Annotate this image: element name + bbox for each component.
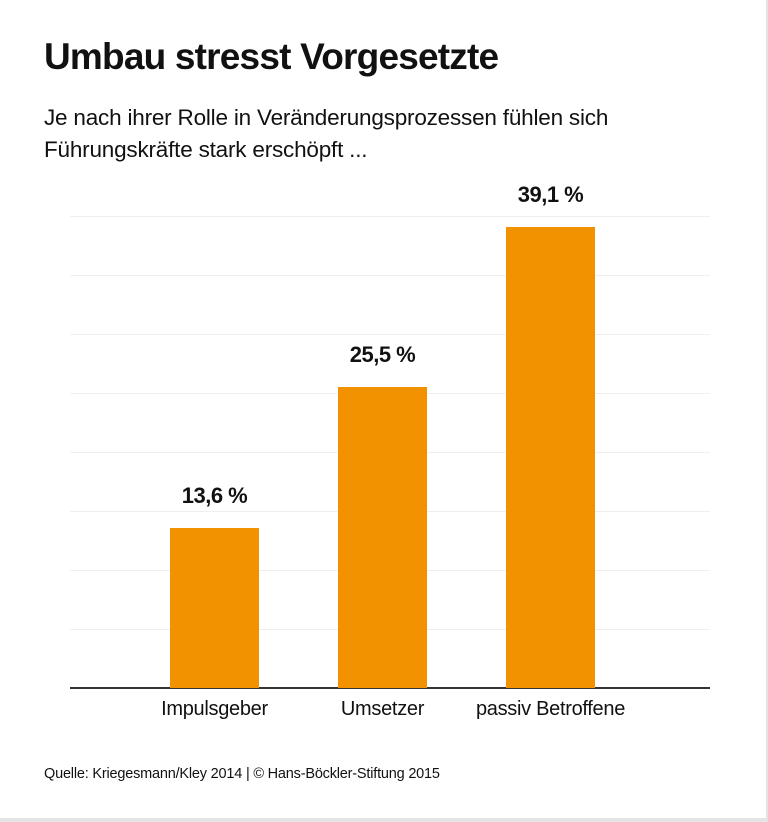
x-axis-line: [70, 687, 710, 689]
gridline: [70, 216, 710, 217]
category-label: passiv Betroffene: [475, 698, 626, 720]
source-note: Quelle: Kriegesmann/Kley 2014 | © Hans-B…: [44, 766, 440, 782]
value-label: 25,5 %: [349, 342, 416, 367]
bar: [506, 227, 595, 688]
value-label: 39,1 %: [517, 182, 584, 207]
category-label: Impulsgeber: [161, 698, 268, 720]
bar: [170, 528, 259, 688]
chart-subtitle: Je nach ihrer Rolle in Veränderungsproze…: [44, 105, 609, 162]
gridline: [70, 334, 710, 335]
bar: [338, 387, 427, 688]
gridline: [70, 275, 710, 276]
category-label: Umsetzer: [340, 698, 425, 720]
value-label: 13,6 %: [181, 483, 248, 508]
chart-title: Umbau stresst Vorgesetzte: [44, 36, 499, 77]
